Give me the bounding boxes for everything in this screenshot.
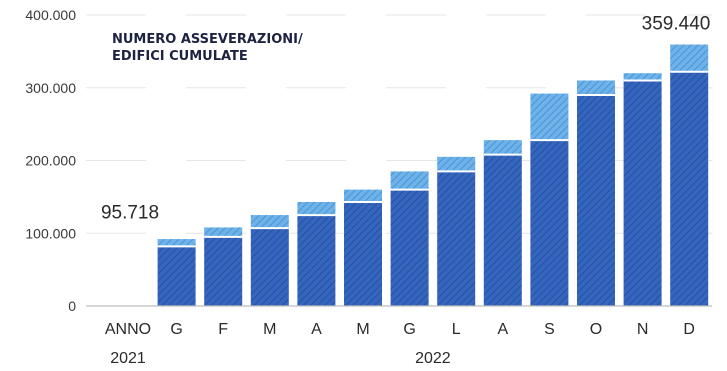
x-tick-label: M <box>356 321 369 338</box>
bar-segment-cumulative <box>157 246 196 306</box>
year-label: 2022 <box>415 350 451 367</box>
x-tick-label: F <box>218 321 228 338</box>
year-labels: 2021 2022 <box>110 350 451 367</box>
x-tick-label: G <box>403 321 415 338</box>
bar-segment-cumulative <box>623 80 662 306</box>
data-label: 95.718 <box>101 202 159 223</box>
y-tick-label: 300.000 <box>25 80 76 96</box>
bar-segment-monthly <box>530 93 569 141</box>
y-axis: 0 100.000 200.000 300.000 400.000 <box>25 7 76 314</box>
chart-title-line-2: EDIFICI CUMULATE <box>112 49 248 64</box>
bar-segment-cumulative <box>530 140 569 306</box>
bar-segment-cumulative <box>483 154 522 306</box>
bar-segment-monthly <box>297 201 336 216</box>
bar-segment-cumulative <box>670 71 709 307</box>
bar-segment-cumulative <box>344 201 382 306</box>
x-tick-label: A <box>497 321 508 338</box>
x-axis: ANNO G F M A M G L A S O N D <box>105 321 695 338</box>
bar-segment-monthly <box>204 227 243 237</box>
bar-segment-monthly <box>390 171 429 190</box>
x-tick-label: ANNO <box>105 321 151 338</box>
x-tick-label: A <box>311 321 322 338</box>
bar-segment-monthly <box>483 140 522 155</box>
bar-segment-cumulative <box>204 236 243 306</box>
bar-segment-monthly <box>157 239 196 247</box>
x-tick-label: O <box>590 321 602 338</box>
bar-segment-monthly <box>344 189 382 202</box>
bars <box>157 44 709 307</box>
x-tick-label: L <box>452 321 461 338</box>
bar-segment-cumulative <box>437 171 476 306</box>
year-label: 2021 <box>110 350 146 367</box>
bar-segment-cumulative <box>390 189 429 306</box>
bar-segment-monthly <box>250 215 289 229</box>
bar-segment-monthly <box>670 44 709 72</box>
bar-segment-cumulative <box>250 228 289 306</box>
x-tick-label: D <box>683 321 695 338</box>
x-tick-label: S <box>544 321 555 338</box>
x-tick-label: G <box>170 321 182 338</box>
data-label: 359.440 <box>642 14 711 35</box>
chart-title-line-1: NUMERO ASSEVERAZIONI/ <box>112 32 303 47</box>
bar-segment-cumulative <box>577 95 615 307</box>
y-tick-label: 200.000 <box>25 153 76 169</box>
x-tick-label: N <box>637 321 649 338</box>
bar-segment-monthly <box>437 156 476 172</box>
data-labels: 95.718 359.440 <box>101 14 710 224</box>
y-tick-label: 400.000 <box>25 7 76 23</box>
y-tick-label: 100.000 <box>25 225 76 241</box>
bar-segment-monthly <box>577 80 615 96</box>
y-tick-label: 0 <box>68 298 76 314</box>
x-tick-label: M <box>263 321 276 338</box>
bar-segment-monthly <box>623 73 662 81</box>
bar-segment-cumulative <box>297 215 336 306</box>
